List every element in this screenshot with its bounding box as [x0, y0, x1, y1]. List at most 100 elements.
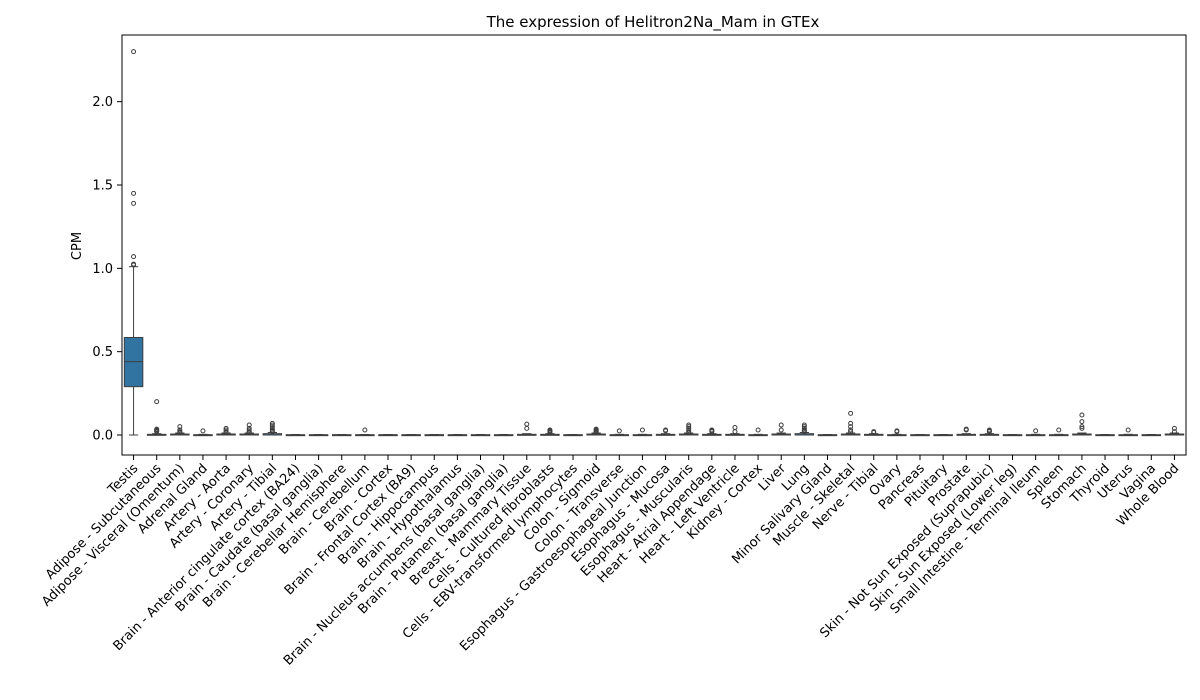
- box-group: [424, 434, 445, 437]
- outlier-point: [547, 427, 553, 433]
- outlier-point: [223, 429, 229, 435]
- box-group: [748, 427, 768, 437]
- box-group: [586, 426, 606, 436]
- box-group: [1164, 425, 1185, 436]
- outlier-point: [801, 422, 807, 428]
- outlier-point: [131, 200, 137, 206]
- outlier-point: [894, 428, 900, 434]
- y-tick-label: 1.5: [92, 179, 113, 194]
- box-group: [933, 434, 953, 437]
- outlier-point: [778, 427, 784, 433]
- box-group: [470, 434, 491, 437]
- outlier-point: [686, 429, 692, 435]
- outlier-point: [223, 427, 229, 433]
- outlier-point: [686, 427, 692, 433]
- outlier-point: [269, 425, 275, 431]
- box-group: [239, 422, 259, 436]
- y-tick-label: 2.0: [92, 95, 113, 110]
- outlier-point: [524, 421, 530, 427]
- outlier-point: [963, 426, 969, 432]
- box-group: [863, 429, 884, 436]
- outlier-point: [1125, 427, 1131, 433]
- box-group: [1118, 427, 1138, 437]
- outlier-point: [1033, 428, 1039, 434]
- axes-frame: [121, 34, 1187, 456]
- outlier-point: [709, 427, 715, 433]
- outlier-point: [177, 424, 183, 430]
- box-group: [540, 427, 560, 436]
- outlier-point: [246, 422, 252, 428]
- outlier-point: [131, 254, 137, 260]
- box-group: [956, 426, 977, 436]
- box-group: [355, 427, 375, 437]
- outlier-point: [801, 427, 807, 433]
- outlier-point: [848, 424, 854, 430]
- outlier-point: [524, 425, 530, 431]
- outlier-point: [131, 190, 137, 196]
- outlier-point: [1171, 429, 1177, 435]
- outlier-point: [801, 425, 807, 431]
- box-group: [308, 434, 329, 437]
- box-group: [979, 427, 1000, 436]
- box-group: [378, 434, 398, 437]
- box-group: [655, 427, 676, 436]
- outlier-point: [848, 420, 854, 426]
- outlier-point: [200, 428, 206, 434]
- outlier-point: [986, 427, 992, 433]
- outlier-point: [269, 427, 275, 433]
- outlier-point: [1171, 425, 1177, 431]
- outlier-point: [848, 427, 854, 433]
- box-group: [817, 434, 838, 437]
- y-tick-label: 0.0: [92, 429, 113, 444]
- outlier-point: [154, 426, 160, 432]
- box-group: [193, 428, 213, 437]
- outlier-point: [177, 429, 183, 435]
- outlier-point: [732, 429, 738, 435]
- box-group: [331, 434, 352, 437]
- box-group: [840, 410, 861, 436]
- box-group: [1025, 428, 1046, 437]
- box-group: [794, 422, 815, 436]
- box-group: [678, 422, 699, 436]
- box-group: [1002, 434, 1023, 437]
- outlier-point: [1079, 425, 1085, 431]
- box-group: [216, 425, 236, 436]
- box-group: [887, 428, 907, 437]
- outlier-point: [246, 425, 252, 431]
- box-group: [1049, 427, 1069, 437]
- outlier-point: [616, 428, 622, 434]
- box-group: [632, 427, 653, 437]
- outlier-point: [871, 429, 877, 435]
- outlier-point: [755, 427, 761, 433]
- box-group: [1072, 412, 1092, 436]
- outlier-point: [593, 426, 599, 432]
- outlier-point: [1079, 424, 1085, 430]
- outlier-point: [269, 424, 275, 430]
- box-group: [517, 421, 537, 436]
- box-group: [1141, 434, 1162, 437]
- outlier-point: [686, 425, 692, 431]
- y-tick-label: 1.0: [92, 262, 113, 277]
- outlier-point: [269, 422, 275, 428]
- box-group: [910, 434, 930, 437]
- box-group: [447, 434, 468, 437]
- box-group: [1095, 434, 1115, 437]
- box-group: [771, 422, 791, 436]
- outlier-point: [848, 429, 854, 435]
- outlier-point: [269, 420, 275, 426]
- outlier-point: [131, 261, 137, 267]
- box-group: [609, 428, 630, 437]
- y-axis-label: CPM: [70, 232, 85, 260]
- box-group: [123, 49, 144, 436]
- outlier-point: [362, 427, 368, 433]
- outlier-point: [801, 424, 807, 430]
- box-group: [702, 427, 722, 436]
- box-group: [262, 420, 283, 436]
- outlier-point: [686, 424, 692, 430]
- outlier-point: [246, 429, 252, 435]
- outlier-point: [639, 427, 645, 433]
- outlier-point: [1056, 427, 1062, 433]
- outlier-point: [1079, 412, 1085, 418]
